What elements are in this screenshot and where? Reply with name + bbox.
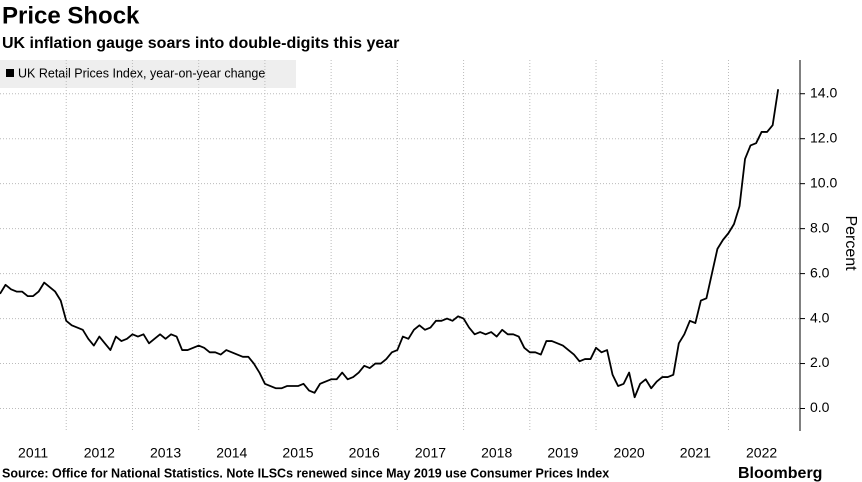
x-tick-label: 2022 <box>746 445 777 461</box>
x-tick-label: 2017 <box>415 445 446 461</box>
x-tick-label: 2018 <box>481 445 512 461</box>
y-axis-label: Percent <box>842 215 859 271</box>
x-tick-label: 2012 <box>84 445 115 461</box>
y-tick-label: 6.0 <box>810 264 830 280</box>
legend-label: UK Retail Prices Index, year-on-year cha… <box>18 66 265 80</box>
y-tick-label: 0.0 <box>810 399 830 415</box>
x-tick-label: 2013 <box>150 445 181 461</box>
legend-box <box>0 60 296 88</box>
y-tick-label: 12.0 <box>810 129 837 145</box>
brand: Bloomberg <box>738 465 822 482</box>
data-line <box>0 89 780 399</box>
y-tick-label: 8.0 <box>810 219 830 235</box>
y-tick-label: 4.0 <box>810 309 830 325</box>
y-tick-label: 14.0 <box>810 84 837 100</box>
x-tick-label: 2014 <box>216 445 247 461</box>
x-tick-label: 2011 <box>18 445 48 461</box>
y-tick-label: 10.0 <box>810 174 837 190</box>
x-tick-label: 2021 <box>680 445 711 461</box>
legend-swatch <box>6 69 14 77</box>
x-tick-label: 2020 <box>614 445 645 461</box>
x-tick-label: 2016 <box>349 445 380 461</box>
chart-title: Price Shock <box>2 2 140 29</box>
x-tick-label: 2019 <box>547 445 578 461</box>
source-note: Source: Office for National Statistics. … <box>2 466 609 480</box>
y-tick-label: 2.0 <box>810 354 830 370</box>
chart-subtitle: UK inflation gauge soars into double-dig… <box>2 35 399 52</box>
x-tick-label: 2015 <box>282 445 313 461</box>
